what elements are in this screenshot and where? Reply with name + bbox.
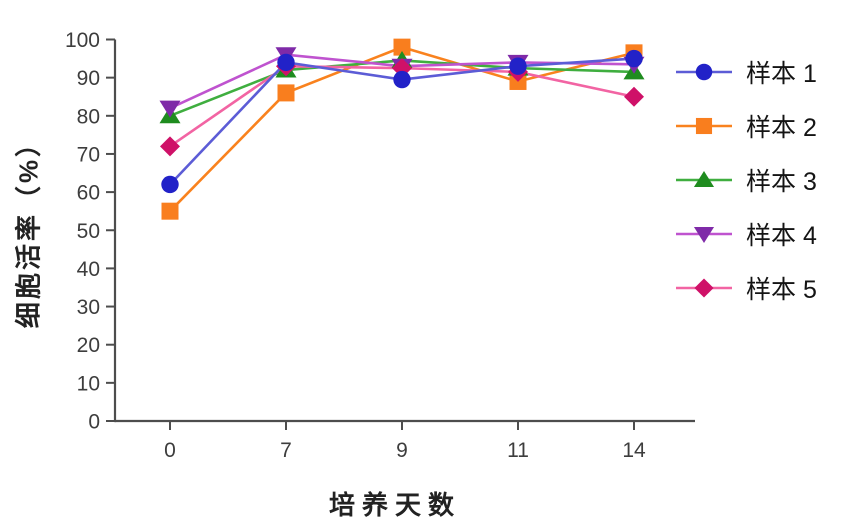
- x-tick-label: 14: [622, 439, 646, 462]
- legend-label: 样本 1: [746, 60, 817, 88]
- square-marker-icon: [277, 84, 295, 102]
- legend-label: 样本 3: [746, 168, 817, 196]
- x-tick-label: 0: [164, 439, 176, 462]
- y-tick-label: 50: [77, 220, 100, 243]
- series-markers-1: [161, 49, 643, 194]
- legend-label: 样本 4: [746, 222, 817, 250]
- diamond-marker-icon: [694, 278, 714, 298]
- legend-triangle-down-icon: [676, 226, 732, 244]
- circle-marker-icon: [393, 70, 411, 89]
- triangle-down-marker-icon: [693, 226, 715, 244]
- square-marker-icon: [161, 202, 179, 220]
- legend-item-1: 样本 1: [676, 45, 817, 99]
- square-marker-icon: [695, 117, 713, 135]
- legend-label: 样本 2: [746, 114, 817, 142]
- square-marker-icon: [393, 38, 411, 56]
- legend-square-icon: [676, 117, 732, 135]
- circle-marker-icon: [277, 53, 295, 72]
- triangle-up-marker-icon: [693, 170, 715, 188]
- y-tick-label: 100: [65, 29, 100, 52]
- x-tick-label: 7: [280, 439, 292, 462]
- legend-diamond-icon: [676, 278, 732, 298]
- diamond-marker-icon: [624, 86, 644, 107]
- legend-item-3: 样本 3: [676, 153, 817, 207]
- y-tick-label: 60: [77, 182, 100, 205]
- y-tick-label: 30: [77, 296, 100, 319]
- legend-item-2: 样本 2: [676, 99, 817, 153]
- legend-label: 样本 5: [746, 276, 817, 304]
- y-tick-label: 70: [77, 143, 100, 166]
- circle-marker-icon: [695, 63, 713, 81]
- circle-marker-icon: [625, 49, 643, 68]
- y-tick-label: 80: [77, 105, 100, 128]
- legend-item-4: 样本 4: [676, 207, 817, 261]
- y-tick-label: 40: [77, 258, 100, 281]
- circle-marker-icon: [161, 175, 179, 194]
- x-tick-label: 11: [507, 439, 529, 462]
- y-tick-label: 90: [77, 67, 100, 90]
- y-tick-label: 0: [88, 411, 100, 434]
- legend-circle-icon: [676, 63, 732, 81]
- triangle-down-marker-icon: [159, 100, 181, 118]
- x-tick-label: 9: [396, 439, 408, 462]
- circle-marker-icon: [509, 57, 527, 75]
- legend-triangle-up-icon: [676, 170, 732, 188]
- diamond-marker-icon: [160, 136, 180, 157]
- legend: 样本 1 样本 2 样本 3 样本 4 样本 5: [676, 45, 817, 315]
- x-axis-title: 培养天数: [328, 490, 462, 520]
- y-tick-label: 20: [77, 334, 100, 357]
- legend-item-5: 样本 5: [676, 261, 817, 315]
- y-tick-label: 10: [77, 372, 100, 395]
- y-axis-title: 细胞活率（%）: [13, 127, 44, 329]
